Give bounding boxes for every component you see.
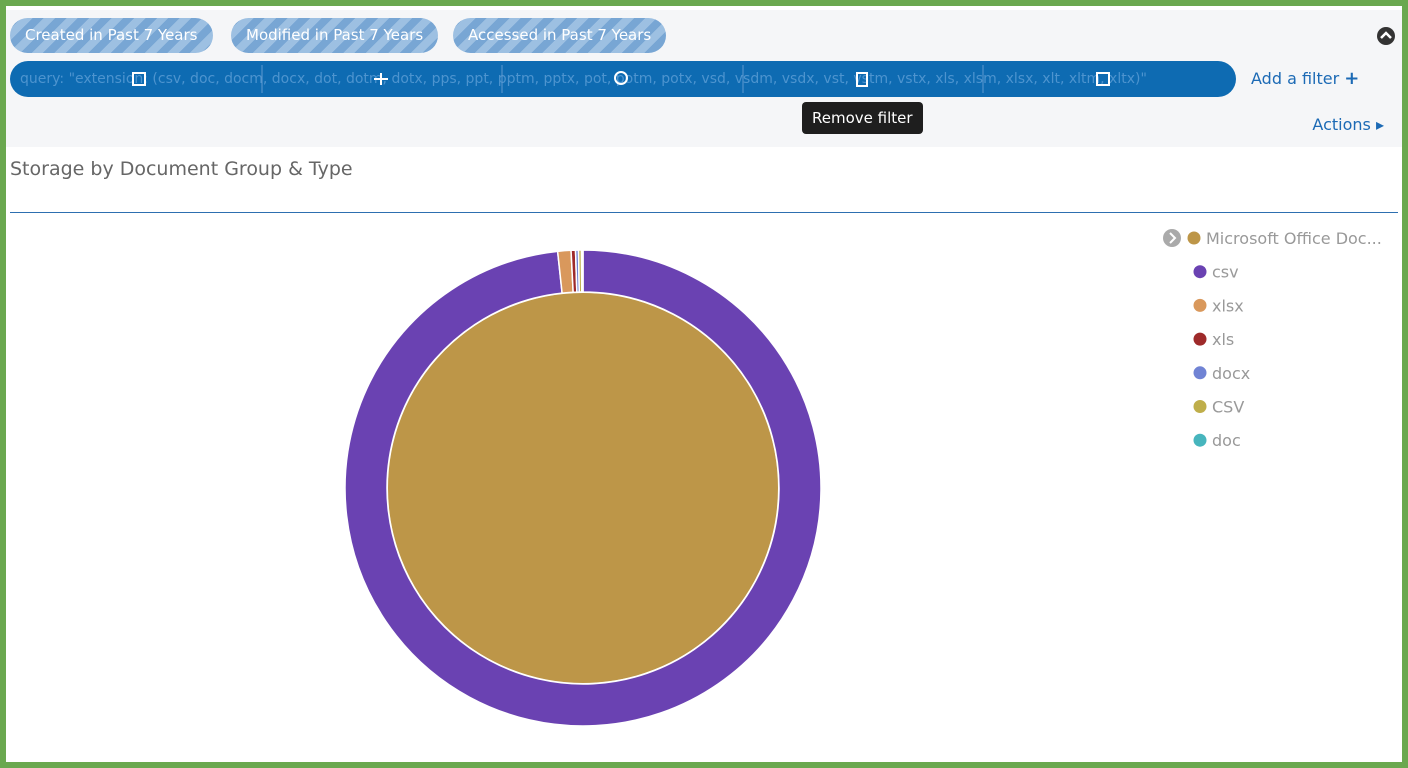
divider (10, 212, 1398, 213)
edit-icon[interactable] (1096, 72, 1110, 86)
legend-swatch (1193, 366, 1207, 380)
add-filter[interactable]: Add a filter + (1251, 68, 1360, 89)
trash-icon[interactable] (856, 72, 868, 87)
legend-swatch (1193, 433, 1207, 447)
chart: Microsoft Office Doc... csv xlsx xls docx CSV… (344, 229, 1382, 727)
legend-swatch (1193, 265, 1207, 279)
legend-label: doc (1212, 431, 1241, 450)
legend-label: docx (1212, 364, 1250, 383)
pie-slice (580, 249, 584, 293)
actions-link[interactable]: Actions ▸ (1312, 115, 1384, 134)
filter-actions (132, 65, 1110, 93)
toggle-icon[interactable] (132, 72, 146, 86)
legend-label: Microsoft Office Doc... (1206, 229, 1382, 248)
pie-slice (344, 249, 822, 727)
tooltip: Remove filter (802, 102, 923, 134)
legend-label: xlsx (1212, 296, 1244, 315)
legend-label: xls (1212, 330, 1234, 349)
query-text: query: "extension: (csv, doc, docm, docx… (20, 71, 1147, 87)
filter-pill[interactable]: Accessed in Past 7 Years (453, 18, 667, 53)
collapse-button[interactable] (1376, 26, 1398, 48)
filter-pill[interactable]: Created in Past 7 Years (10, 18, 213, 53)
legend-label: CSV (1212, 398, 1244, 417)
legend-toggle[interactable] (1163, 229, 1181, 247)
actions-label: Actions (1312, 115, 1371, 134)
legend-label: csv (1212, 263, 1239, 282)
legend-swatch (1193, 298, 1207, 312)
chart-title: Storage by Document Group & Type (10, 158, 353, 180)
filter-bar: Created in Past 7 Years Modified in Past… (6, 10, 1402, 147)
add-filter-label: Add a filter (1251, 69, 1340, 88)
query-filter[interactable]: query: "extension: (csv, doc, docm, docx… (10, 61, 1236, 97)
legend-swatch (1193, 332, 1207, 346)
legend-swatch (1187, 231, 1201, 245)
filter-pill[interactable]: Modified in Past 7 Years (231, 18, 439, 53)
pin-icon[interactable] (374, 73, 388, 85)
zoom-icon[interactable] (614, 71, 628, 85)
legend-swatch (1193, 400, 1207, 413)
pie-slice (386, 291, 780, 685)
